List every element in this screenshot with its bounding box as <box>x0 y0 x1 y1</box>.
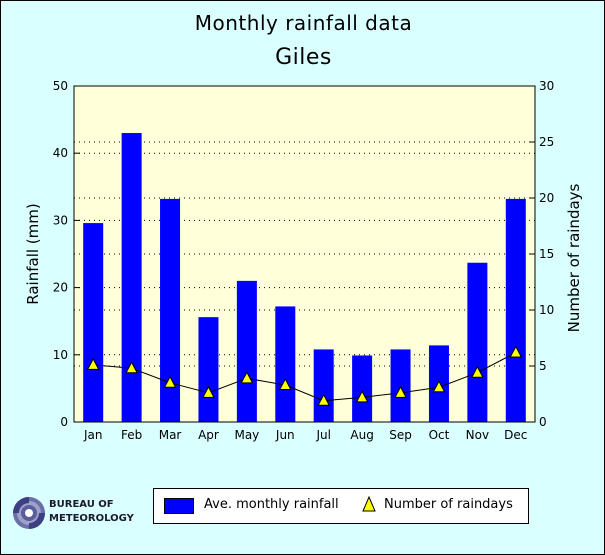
legend-triangle-icon <box>362 496 376 512</box>
x-tick-label: Jan <box>83 428 103 442</box>
legend-bar-label: Ave. monthly rainfall <box>204 497 339 512</box>
legend-bar-swatch <box>164 498 194 514</box>
y2-tick-label: 20 <box>539 191 554 205</box>
rainfall-bar <box>467 262 488 422</box>
y-tick-label: 50 <box>53 79 68 93</box>
y2-tick-label: 25 <box>539 135 554 149</box>
chart-title: Monthly rainfall data <box>194 11 413 35</box>
rainfall-bar <box>275 306 296 422</box>
x-tick-label: Sep <box>389 428 412 442</box>
rainfall-bar <box>505 198 526 422</box>
y2-tick-label: 10 <box>539 303 554 317</box>
rainfall-bar <box>236 280 257 422</box>
legend: Ave. monthly rainfall Number of raindays <box>153 488 529 524</box>
raindays-line <box>93 352 517 402</box>
y-tick-label: 0 <box>60 415 68 429</box>
rainfall-bar <box>313 349 334 422</box>
rainfall-bar <box>352 355 373 422</box>
x-tick-label: Jul <box>315 428 330 442</box>
x-tick-label: Dec <box>504 428 527 442</box>
y2-axis-label: Number of raindays <box>565 183 583 332</box>
legend-triangle-label: Number of raindays <box>384 497 513 512</box>
raindays-marker <box>317 393 331 406</box>
x-tick-label: Oct <box>429 428 450 442</box>
rainfall-bar <box>121 133 142 423</box>
rainfall-bar <box>83 223 104 422</box>
y2-tick-label: 5 <box>539 359 547 373</box>
x-tick-label: May <box>234 428 259 442</box>
raindays-marker <box>394 385 407 398</box>
raindays-marker <box>355 390 369 403</box>
x-tick-label: Jun <box>275 428 295 442</box>
raindays-marker <box>202 385 215 398</box>
raindays-marker <box>471 365 484 378</box>
raindays-marker <box>432 380 446 393</box>
raindays-marker <box>86 357 100 370</box>
x-tick-label: Aug <box>350 428 373 442</box>
rainfall-bar <box>160 198 181 422</box>
y2-tick-label: 30 <box>539 79 554 93</box>
raindays-marker <box>509 345 523 358</box>
bureau-logo-icon <box>13 497 45 529</box>
raindays-marker <box>163 375 177 388</box>
chart-subtitle: Giles <box>275 45 332 70</box>
raindays-marker <box>240 371 254 384</box>
rainfall-bar <box>390 349 411 422</box>
y-tick-label: 10 <box>53 348 68 362</box>
y-tick-label: 40 <box>53 146 68 160</box>
bureau-logo-text: Bureau of Meteorology <box>49 498 134 526</box>
logo-line1: Bureau of <box>49 499 114 510</box>
y2-tick-label: 15 <box>539 247 554 261</box>
x-tick-label: Feb <box>121 428 142 442</box>
raindays-marker <box>125 361 138 374</box>
logo-line2: Meteorology <box>49 513 134 524</box>
rainfall-bar <box>198 317 219 422</box>
x-tick-label: Nov <box>466 428 489 442</box>
y-tick-label: 30 <box>53 213 68 227</box>
x-tick-label: Mar <box>159 428 182 442</box>
y2-tick-label: 0 <box>539 415 547 429</box>
y-axis-label: Rainfall (mm) <box>24 203 42 304</box>
raindays-marker <box>278 377 292 391</box>
y-tick-label: 20 <box>53 281 68 295</box>
x-tick-label: Apr <box>198 428 219 442</box>
